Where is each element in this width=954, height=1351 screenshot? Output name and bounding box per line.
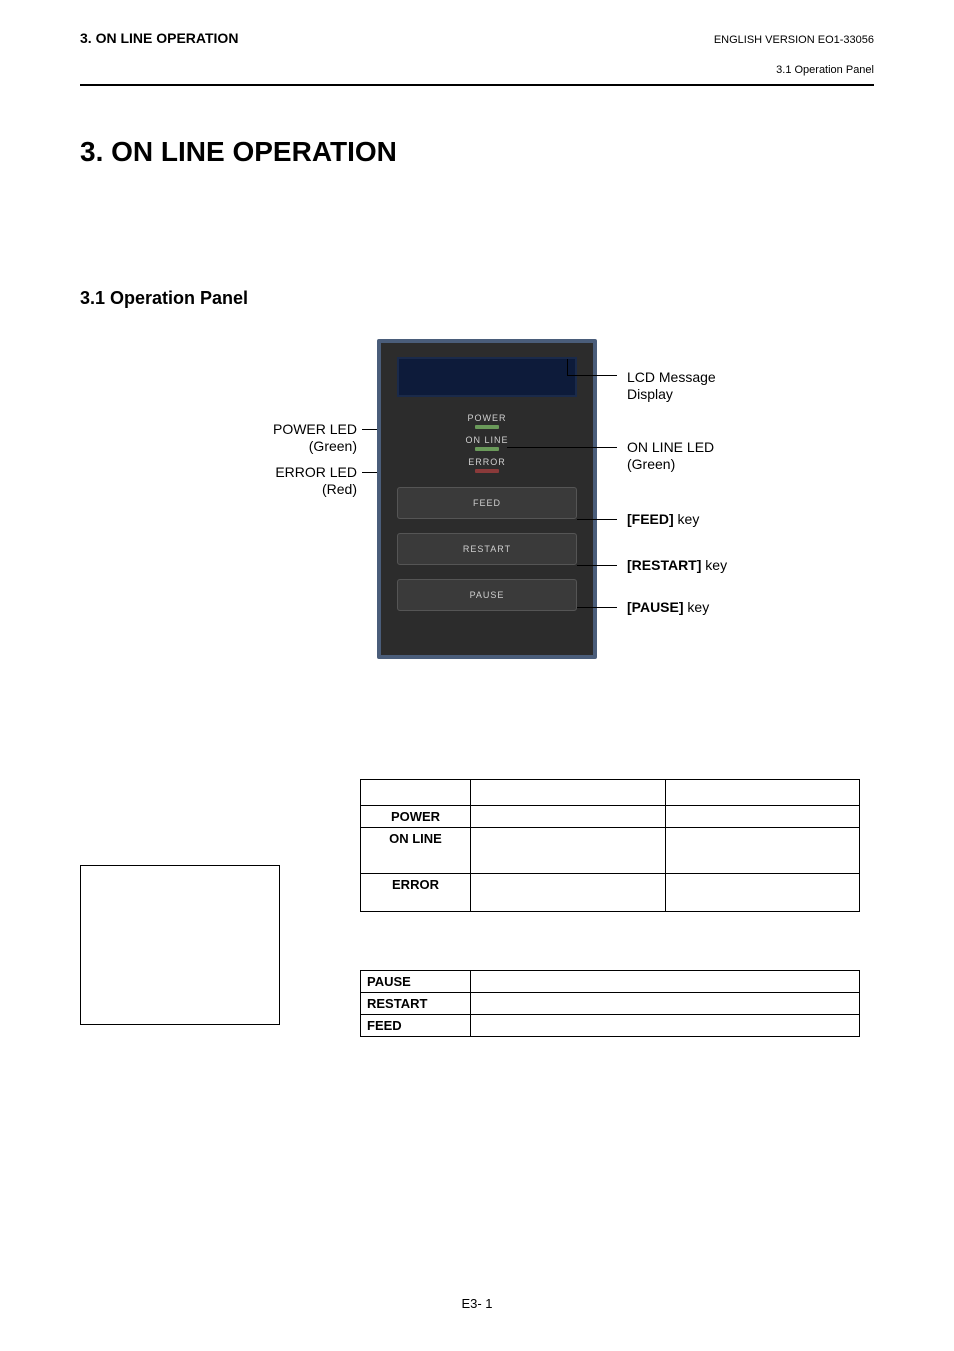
callout-online-led-line1: ON LINE LED [627,439,714,455]
key-table-pause-name: PAUSE [361,971,471,993]
led-table-error-name: ERROR [361,874,471,912]
key-table: PAUSE RESTART FEED [360,970,860,1037]
header-sub: 3.1 Operation Panel [80,64,874,76]
callout-lcd-line1: LCD Message [627,369,716,385]
leader-online [507,447,617,448]
led-power-indicator [475,425,499,429]
led-table: POWER ON LINE ERROR [360,779,860,912]
led-table-header-row [361,780,860,806]
leader-lcd-v [567,359,568,375]
led-table-online-c1 [471,828,666,874]
callout-feed-key-bold: [FEED] [627,511,674,527]
led-table-power-c1 [471,806,666,828]
led-table-power-name: POWER [361,806,471,828]
key-table-feed-desc [471,1015,860,1037]
page-footer: E3- 1 [0,1296,954,1311]
key-table-restart-name: RESTART [361,993,471,1015]
key-table-row-restart: RESTART [361,993,860,1015]
led-table-online-c2 [665,828,860,874]
callout-online-led-line2: (Green) [627,456,675,472]
restart-button[interactable]: RESTART [397,533,577,565]
led-table-error-c2 [665,874,860,912]
callout-feed-key-rest: key [674,511,700,527]
callout-restart-key: [RESTART] key [627,557,727,574]
led-table-power-c2 [665,806,860,828]
led-table-error-c1 [471,874,666,912]
led-table-h1 [471,780,666,806]
key-table-feed-name: FEED [361,1015,471,1037]
lcd-display [397,357,577,397]
callout-pause-key: [PAUSE] key [627,599,709,616]
callout-lcd: LCD Message Display [627,369,716,403]
leader-restart [577,565,617,566]
callout-restart-key-rest: key [701,557,727,573]
operation-panel: POWER ON LINE ERROR FEED RESTART PAUSE [377,339,597,659]
key-table-row-pause: PAUSE [361,971,860,993]
led-power-label: POWER [397,413,577,423]
header-rule [80,84,874,86]
section-title: 3.1 Operation Panel [80,288,874,309]
callout-lcd-line2: Display [627,386,673,402]
callout-power-led-line1: POWER LED [273,421,357,437]
led-error-indicator [475,469,499,473]
led-table-online-name: ON LINE [361,828,471,874]
feed-button[interactable]: FEED [397,487,577,519]
led-table-row-power: POWER [361,806,860,828]
note-box [80,865,280,1025]
callout-restart-key-bold: [RESTART] [627,557,701,573]
callout-power-led-line2: (Green) [309,438,357,454]
callout-pause-key-rest: key [684,599,710,615]
led-online-label: ON LINE [397,435,577,445]
callout-error-led: ERROR LED (Red) [197,464,357,498]
led-table-row-online: ON LINE [361,828,860,874]
key-table-restart-desc [471,993,860,1015]
led-table-h2 [665,780,860,806]
pause-button[interactable]: PAUSE [397,579,577,611]
chapter-title: 3. ON LINE OPERATION [80,136,874,168]
key-table-row-feed: FEED [361,1015,860,1037]
led-table-h0 [361,780,471,806]
callout-power-led: POWER LED (Green) [197,421,357,455]
led-power: POWER ON LINE ERROR [397,413,577,473]
leader-lcd [567,375,617,376]
page-header: 3. ON LINE OPERATION ENGLISH VERSION EO1… [80,30,874,46]
led-table-row-error: ERROR [361,874,860,912]
header-left: 3. ON LINE OPERATION [80,30,238,46]
tables-wrap: POWER ON LINE ERROR PAUSE RESTAR [360,779,860,1037]
callout-error-led-line2: (Red) [322,481,357,497]
operation-panel-figure: POWER LED (Green) ERROR LED (Red) POWER … [197,339,757,669]
callout-feed-key: [FEED] key [627,511,699,528]
header-right: ENGLISH VERSION EO1-33056 [714,34,874,46]
callout-online-led: ON LINE LED (Green) [627,439,714,473]
led-online-indicator [475,447,499,451]
led-error-label: ERROR [397,457,577,467]
callout-error-led-line1: ERROR LED [275,464,357,480]
callout-pause-key-bold: [PAUSE] [627,599,684,615]
key-table-pause-desc [471,971,860,993]
leader-feed [577,519,617,520]
leader-pause [577,607,617,608]
